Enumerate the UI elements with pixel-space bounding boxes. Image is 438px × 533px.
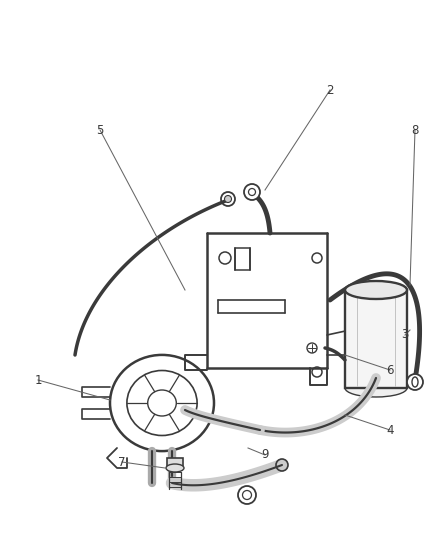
Circle shape [407, 374, 423, 390]
Text: 3: 3 [401, 328, 409, 342]
Text: 5: 5 [96, 124, 104, 136]
Text: 2: 2 [326, 84, 334, 96]
Text: 8: 8 [411, 124, 419, 136]
Circle shape [244, 184, 260, 200]
Text: 9: 9 [261, 448, 269, 462]
Ellipse shape [345, 379, 407, 397]
Ellipse shape [166, 464, 184, 472]
Polygon shape [345, 290, 407, 388]
Polygon shape [167, 458, 183, 466]
Text: 6: 6 [386, 364, 394, 376]
Text: 7: 7 [118, 456, 126, 469]
Ellipse shape [345, 281, 407, 299]
Circle shape [225, 196, 232, 203]
Text: 4: 4 [386, 424, 394, 437]
Text: 1: 1 [34, 374, 42, 386]
